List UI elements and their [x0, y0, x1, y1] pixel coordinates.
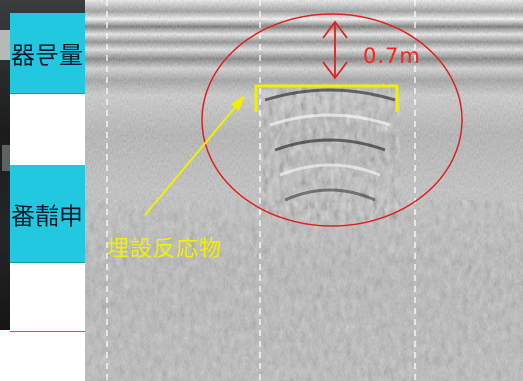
- depth-arrow: [322, 20, 348, 80]
- pointer-arrow-head: [231, 95, 245, 111]
- highlight-ellipse: [201, 13, 463, 227]
- radar-scan-svg: [85, 0, 523, 381]
- info-panel-top: 量号器: [10, 13, 85, 93]
- buried-object-reflection: [260, 85, 400, 220]
- pointer-arrow: [144, 97, 244, 216]
- info-panel-blank: [10, 93, 85, 167]
- distance-marker-lines: [106, 0, 416, 381]
- depth-label: 0.7m: [363, 44, 421, 68]
- buried-object-label: 埋設反応物: [107, 237, 223, 262]
- panel-middle-label: 申請番: [11, 202, 83, 230]
- info-panel-bottom: [10, 262, 85, 332]
- info-panel-middle: 申請番: [10, 165, 85, 262]
- object-bracket: [254, 84, 399, 112]
- radar-scan-image: 0.7m 埋設反応物: [85, 0, 523, 381]
- panel-top-label: 量号器: [11, 41, 83, 70]
